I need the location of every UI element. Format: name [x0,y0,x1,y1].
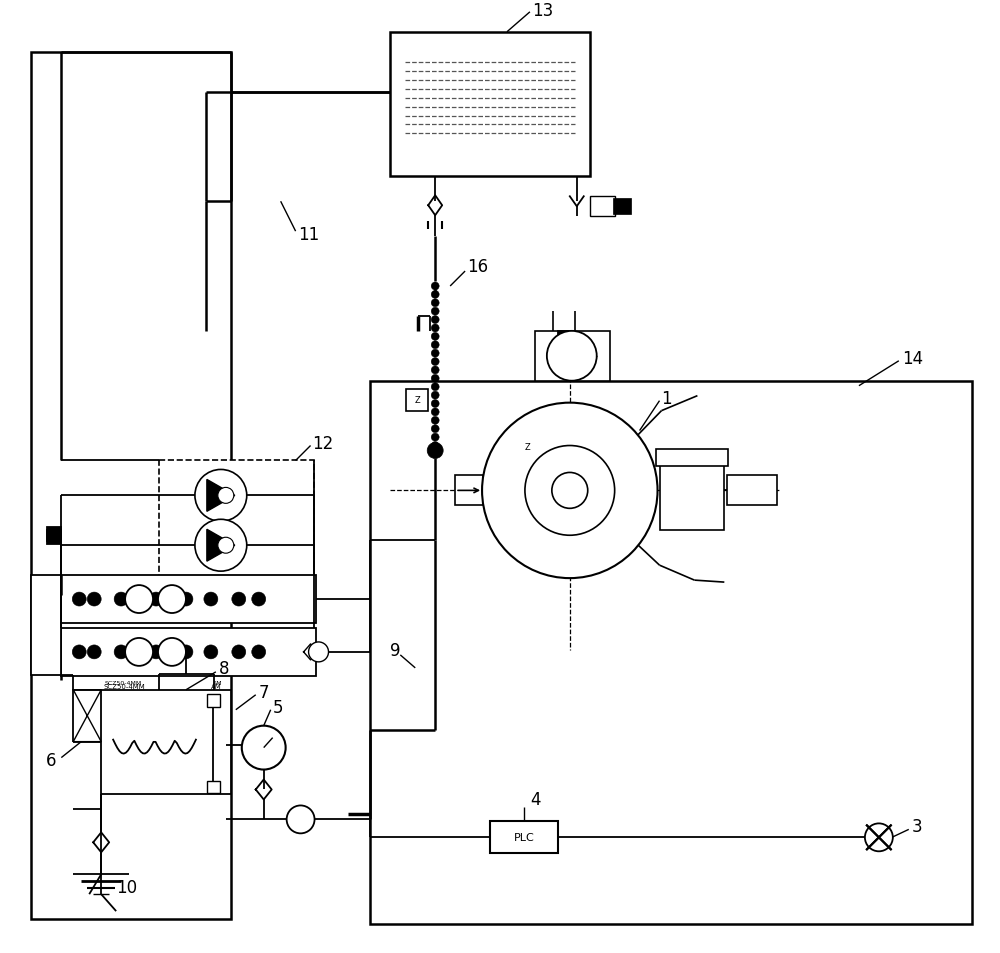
Bar [613,199,631,215]
Text: 6: 6 [46,751,57,769]
Text: 7: 7 [259,683,269,701]
Circle shape [431,442,439,450]
Circle shape [232,593,246,606]
Circle shape [204,645,218,659]
Circle shape [431,416,439,425]
Text: 4: 4 [530,791,540,808]
Circle shape [87,593,101,606]
Bar [31,52,231,919]
Circle shape [252,593,266,606]
Bar [207,694,220,707]
Circle shape [149,645,163,659]
Bar [590,197,615,217]
Bar [518,433,540,461]
Text: AM: AM [213,680,222,685]
Circle shape [431,316,439,324]
Circle shape [72,645,86,659]
Circle shape [431,308,439,315]
Circle shape [204,593,218,606]
Circle shape [552,473,588,509]
Bar [406,389,428,411]
Text: Z: Z [525,442,531,452]
Circle shape [431,367,439,375]
Text: 3: 3 [912,818,922,836]
Circle shape [865,823,893,851]
Circle shape [287,805,315,834]
Text: SCZ50-4MM: SCZ50-4MM [103,683,145,689]
Text: 10: 10 [116,879,137,896]
Circle shape [242,726,286,770]
Circle shape [431,392,439,399]
Bar [660,456,724,531]
Circle shape [149,593,163,606]
Bar [101,690,231,795]
Circle shape [195,519,247,572]
Text: 5: 5 [273,698,283,716]
Bar [31,576,61,675]
Circle shape [431,375,439,383]
Circle shape [114,593,128,606]
Circle shape [431,350,439,357]
Circle shape [431,333,439,341]
Bar [656,449,728,467]
Text: 16: 16 [467,257,488,275]
Bar [47,528,61,541]
Bar [455,476,483,506]
Bar [47,531,61,545]
Circle shape [547,332,597,381]
Polygon shape [207,480,235,512]
Circle shape [431,409,439,416]
Bar [535,332,610,381]
Circle shape [114,645,128,659]
Circle shape [252,645,266,659]
Circle shape [431,400,439,408]
Circle shape [72,593,86,606]
Circle shape [87,645,101,659]
Circle shape [218,488,234,504]
Circle shape [431,325,439,333]
Circle shape [125,585,153,614]
Circle shape [179,593,193,606]
Text: SCZ50-4MM: SCZ50-4MM [104,680,141,685]
Circle shape [309,642,329,662]
Text: 9: 9 [390,641,401,659]
Bar [390,32,590,177]
Circle shape [232,645,246,659]
Text: 14: 14 [902,350,923,368]
Circle shape [431,283,439,291]
Text: 13: 13 [532,2,553,20]
Circle shape [218,537,234,554]
Text: AM: AM [211,683,222,689]
Bar [159,461,314,596]
Circle shape [195,470,247,521]
Circle shape [431,291,439,299]
Circle shape [525,446,615,536]
Circle shape [431,383,439,392]
Circle shape [427,443,443,459]
Circle shape [431,425,439,434]
Circle shape [179,645,193,659]
Circle shape [431,299,439,308]
Text: PLC: PLC [514,833,534,842]
Bar [727,476,777,506]
Circle shape [158,585,186,614]
Circle shape [431,358,439,366]
Bar [61,628,316,676]
Polygon shape [207,530,235,561]
Circle shape [158,639,186,666]
Bar [207,781,220,794]
Circle shape [482,403,658,578]
Bar [61,576,316,623]
Text: Z: Z [414,395,420,405]
Text: 8: 8 [219,659,229,678]
Text: 11: 11 [299,226,320,244]
Circle shape [431,341,439,350]
Circle shape [125,639,153,666]
Bar [558,332,572,354]
Bar [490,821,558,853]
Text: 12: 12 [313,434,334,452]
Bar [370,381,972,924]
Circle shape [431,434,439,441]
Text: 1: 1 [662,389,672,407]
